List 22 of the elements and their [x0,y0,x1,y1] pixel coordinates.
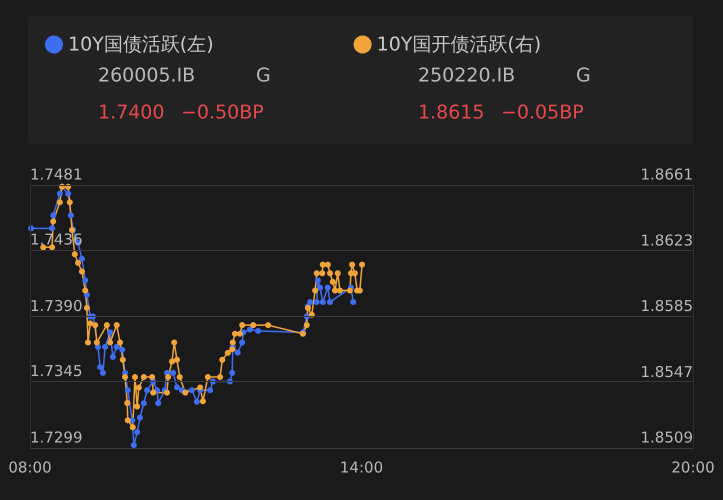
text: G [576,64,591,86]
text: 1.8615 [418,102,484,124]
text: 250220.IB [418,64,516,86]
legend-label: 10Y国债活跃(左) [68,34,214,56]
text: −0.05BP [501,102,584,124]
legend-label: 10Y国开债活跃(右) [376,34,542,56]
y2-tick-label: 1.8585 [640,297,693,315]
x-tick-label: 14:00 [340,458,384,476]
x-tick-label: 20:00 [671,458,715,476]
text: −0.50BP [181,102,264,124]
text: 260005.IB [98,64,196,86]
y-tick-label: 1.7299 [30,428,82,446]
y-tick-label: 1.7345 [30,362,82,380]
y2-tick-label: 1.8547 [640,362,693,381]
y-tick-label: 1.7481 [30,166,82,184]
x-tick-label: 08:00 [8,458,52,476]
y2-tick-label: 1.8623 [640,231,693,250]
y2-tick-label: 1.8661 [640,166,693,184]
y2-tick-label: 1.8509 [640,428,693,446]
text: 1.7400 [98,102,164,124]
text: G [256,64,271,86]
y-tick-label: 1.7390 [30,297,82,315]
